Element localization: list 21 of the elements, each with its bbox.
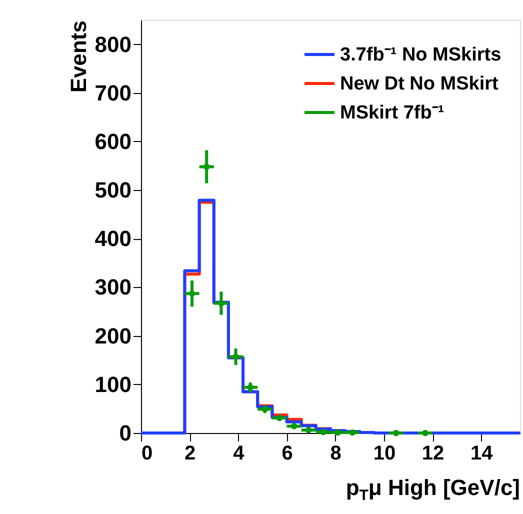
x-tick-label: 14 — [470, 442, 494, 464]
y-tick-label: 100 — [94, 372, 132, 397]
x-tick-label: 8 — [330, 442, 342, 464]
legend-label: 3.7fb⁻¹ No MSkirts — [340, 44, 502, 66]
y-tick-label: 200 — [94, 323, 132, 348]
y-tick-label: 600 — [94, 128, 132, 154]
y-tick-label: 800 — [94, 32, 132, 57]
y-tick-label: 500 — [94, 178, 132, 203]
y-tick-label: 700 — [94, 80, 132, 106]
y-tick-label: 0 — [119, 420, 132, 446]
x-tick-label: 0 — [142, 442, 153, 464]
x-tick-label: 10 — [373, 442, 396, 464]
x-tick-label: 6 — [282, 442, 293, 464]
legend-label: MSkirt 7fb⁻¹ — [340, 102, 444, 124]
x-tick-label: 12 — [422, 442, 444, 464]
y-axis-title: Events — [66, 20, 91, 93]
legend-label: New Dt No MSkirt — [340, 74, 500, 94]
y-tick-label: 300 — [94, 274, 132, 300]
x-tick-label: 4 — [233, 442, 246, 464]
y-tick-label: 400 — [94, 226, 132, 252]
x-tick-label: 2 — [184, 442, 196, 464]
